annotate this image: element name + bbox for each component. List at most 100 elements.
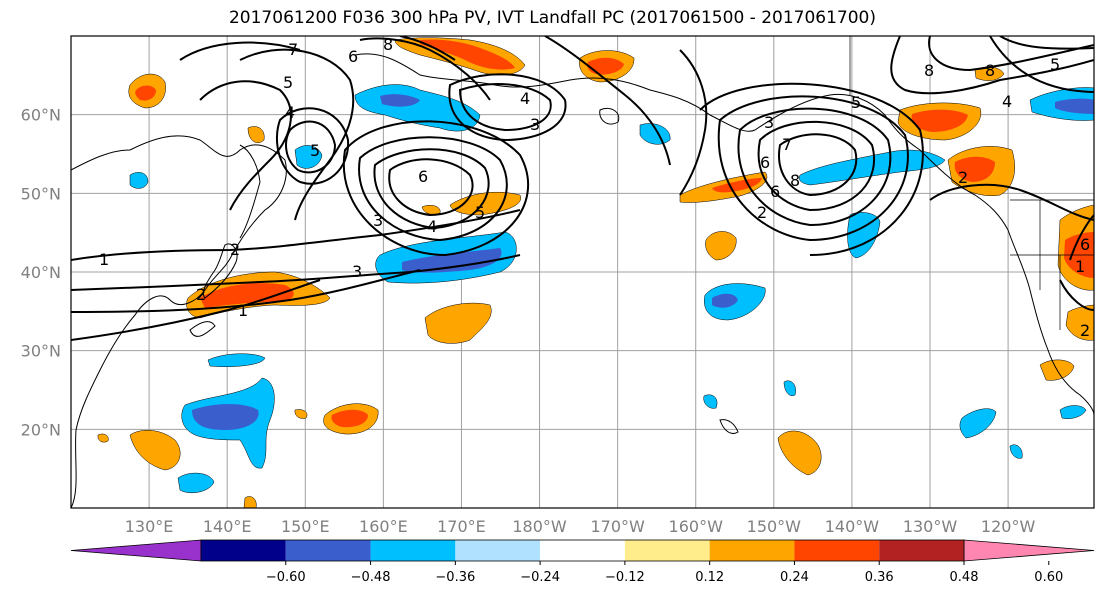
contour-label: 2	[757, 203, 767, 222]
lon-label: 140°E	[203, 517, 252, 536]
pos-anomaly-region	[135, 85, 156, 101]
map-frame	[70, 35, 1095, 509]
neg-anomaly-region	[380, 94, 420, 107]
contour-label: 6	[760, 153, 770, 172]
colorbar-label: 0.24	[780, 570, 809, 585]
colorbar-segment	[285, 540, 371, 561]
pos-anomaly-region	[1065, 304, 1094, 341]
neg-anomaly-region	[129, 172, 149, 189]
contour-label: 6	[418, 167, 428, 186]
colorbar-label: 0.48	[950, 570, 979, 585]
lon-label: 130°E	[125, 517, 174, 536]
contour-label: 2	[230, 240, 240, 259]
colorbar: −0.60 −0.48 −0.36 −0.24 −0.12 0.12 0.24 0.36 0.4…	[70, 539, 1095, 585]
pos-anomaly-region	[129, 430, 181, 471]
contour-label: 2	[196, 285, 206, 304]
colorbar-label: −0.24	[520, 570, 560, 585]
lat-label: 60°N	[21, 106, 61, 125]
colorbar-segment	[455, 540, 541, 561]
pos-anomaly-region	[712, 178, 762, 193]
colorbar-extend-high	[963, 539, 1095, 562]
contour-label: 5	[1050, 55, 1060, 74]
neg-anomaly-region	[177, 472, 215, 493]
neg-anomaly-region	[1059, 405, 1087, 419]
contour-label: 4	[520, 89, 530, 108]
lon-label: 150°E	[281, 517, 330, 536]
contour-label: 5	[310, 141, 320, 160]
contour-label: 8	[985, 61, 995, 80]
lon-label: 150°W	[747, 517, 802, 536]
lon-label: 160°E	[359, 517, 408, 536]
neg-anomaly-region	[402, 248, 502, 273]
colorbar-label: −0.12	[605, 570, 645, 585]
colorbar-segment	[201, 540, 286, 561]
contour-label: 1	[1075, 257, 1085, 276]
colorbar-label: −0.48	[351, 570, 391, 585]
pos-anomaly-region	[97, 433, 109, 443]
colorbar-label: 0.36	[865, 570, 894, 585]
pos-anomaly-region	[421, 205, 441, 215]
contour-label: 4	[1002, 92, 1012, 111]
contour-label: 1	[99, 250, 109, 269]
lon-label: 170°W	[590, 517, 645, 536]
lon-label: 120°W	[981, 517, 1036, 536]
lon-label: 130°W	[903, 517, 958, 536]
contour-label: 5	[475, 203, 485, 222]
colorbar-segment	[879, 540, 964, 561]
pos-anomaly-region	[705, 231, 737, 261]
colorbar-segment	[794, 540, 880, 561]
colorbar-label: −0.36	[435, 570, 475, 585]
contour-label: 3	[373, 211, 383, 230]
neg-anomaly-region	[294, 145, 323, 169]
neg-anomaly-region	[1055, 98, 1094, 114]
lon-label: 160°W	[669, 517, 724, 536]
colorbar-label: 0.60	[1034, 570, 1063, 585]
pos-anomaly-region	[954, 156, 995, 182]
neg-anomaly-region	[639, 123, 671, 145]
contour-label: 2	[958, 168, 968, 187]
contour-label: 3	[530, 115, 540, 134]
neg-anomaly-region	[783, 380, 796, 396]
neg-anomaly-region	[1009, 444, 1023, 459]
colorbar-segment	[370, 540, 456, 561]
lon-label: 140°W	[825, 517, 880, 536]
contour-label: 6	[1080, 235, 1090, 254]
neg-anomaly-region	[959, 408, 997, 439]
contour-label: 2	[1080, 321, 1090, 340]
contour-label: 8	[924, 61, 934, 80]
latitude-labels: 60°N 50°N 40°N 30°N 20°N	[21, 106, 61, 440]
contour-labels: 8 6 7 5 4 3 2 1 8 6 5 4 3 2 1 3 4 5 6 8 …	[99, 35, 1090, 340]
pos-anomaly-region	[587, 57, 624, 75]
pos-anomaly-region	[911, 109, 968, 132]
pos-anomaly-region	[294, 409, 308, 419]
borders	[849, 36, 1094, 330]
pos-anomaly-region	[420, 39, 515, 70]
pos-anomaly-region	[247, 126, 265, 143]
contour-label: 4	[285, 103, 295, 122]
contour-label: 8	[383, 35, 393, 54]
contour-label: 5	[851, 93, 861, 112]
colorbar-label: −0.60	[266, 570, 306, 585]
lon-label: 170°E	[437, 517, 486, 536]
colorbar-label: 0.12	[695, 570, 724, 585]
contour-label: 3	[352, 262, 362, 281]
lat-label: 30°N	[21, 342, 61, 361]
neg-anomaly-region	[712, 293, 738, 308]
contour-label: 4	[427, 217, 437, 236]
lon-label: 180°W	[512, 517, 567, 536]
colorbar-segment	[540, 540, 625, 561]
contour-label: 1	[238, 301, 248, 320]
chart-title: 2017061200 F036 300 hPa PV, IVT Landfall…	[228, 8, 876, 28]
pos-anomaly-region	[331, 409, 368, 428]
neg-anomaly-region	[207, 353, 266, 367]
contour-label: 5	[283, 73, 293, 92]
neg-anomaly-region	[703, 394, 718, 409]
contour-label: 7	[782, 135, 792, 154]
lat-label: 50°N	[21, 184, 61, 203]
pos-anomaly-region	[243, 496, 257, 508]
colorbar-extend-low	[70, 539, 202, 562]
longitude-labels: 130°E 140°E 150°E 160°E 170°E 180°W 170°W 160°W…	[125, 517, 1036, 536]
pos-anomaly-region	[424, 302, 492, 344]
colorbar-segment	[624, 540, 710, 561]
colorbar-segment	[709, 540, 795, 561]
